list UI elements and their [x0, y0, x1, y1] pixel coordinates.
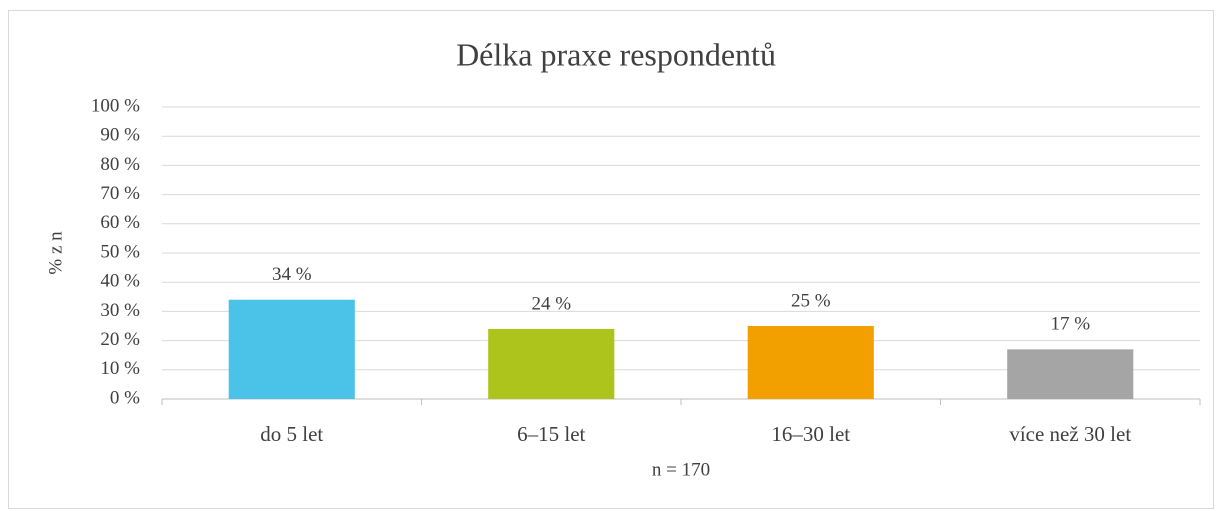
y-tick-label: 0 % — [110, 387, 140, 408]
bar — [488, 328, 615, 399]
y-tick-label: 20 % — [100, 329, 140, 350]
x-tick-label: 6–15 let — [517, 422, 585, 446]
y-tick-label: 10 % — [100, 358, 140, 379]
data-label: 25 % — [791, 290, 831, 311]
data-label: 17 % — [1050, 314, 1090, 335]
y-tick-label: 80 % — [100, 154, 140, 175]
y-tick-label: 30 % — [100, 300, 140, 321]
bar — [747, 326, 874, 399]
y-tick-label: 70 % — [100, 183, 140, 204]
chart-frame — [8, 10, 1214, 509]
y-tick-label: 60 % — [100, 212, 140, 233]
bar — [1007, 349, 1134, 399]
chart-title: Délka praxe respondentů — [456, 36, 776, 72]
bar — [228, 299, 355, 399]
x-tick-label: do 5 let — [260, 422, 323, 446]
y-tick-label: 90 % — [100, 125, 140, 146]
y-axis-label: % z n — [45, 231, 66, 275]
data-label: 34 % — [272, 264, 312, 285]
x-axis-label: n = 170 — [652, 459, 710, 480]
y-tick-label: 40 % — [100, 271, 140, 292]
y-tick-label: 100 % — [91, 95, 140, 116]
y-tick-label: 50 % — [100, 241, 140, 262]
x-tick-label: více než 30 let — [1009, 422, 1131, 446]
data-label: 24 % — [531, 293, 571, 314]
x-tick-label: 16–30 let — [771, 422, 850, 446]
